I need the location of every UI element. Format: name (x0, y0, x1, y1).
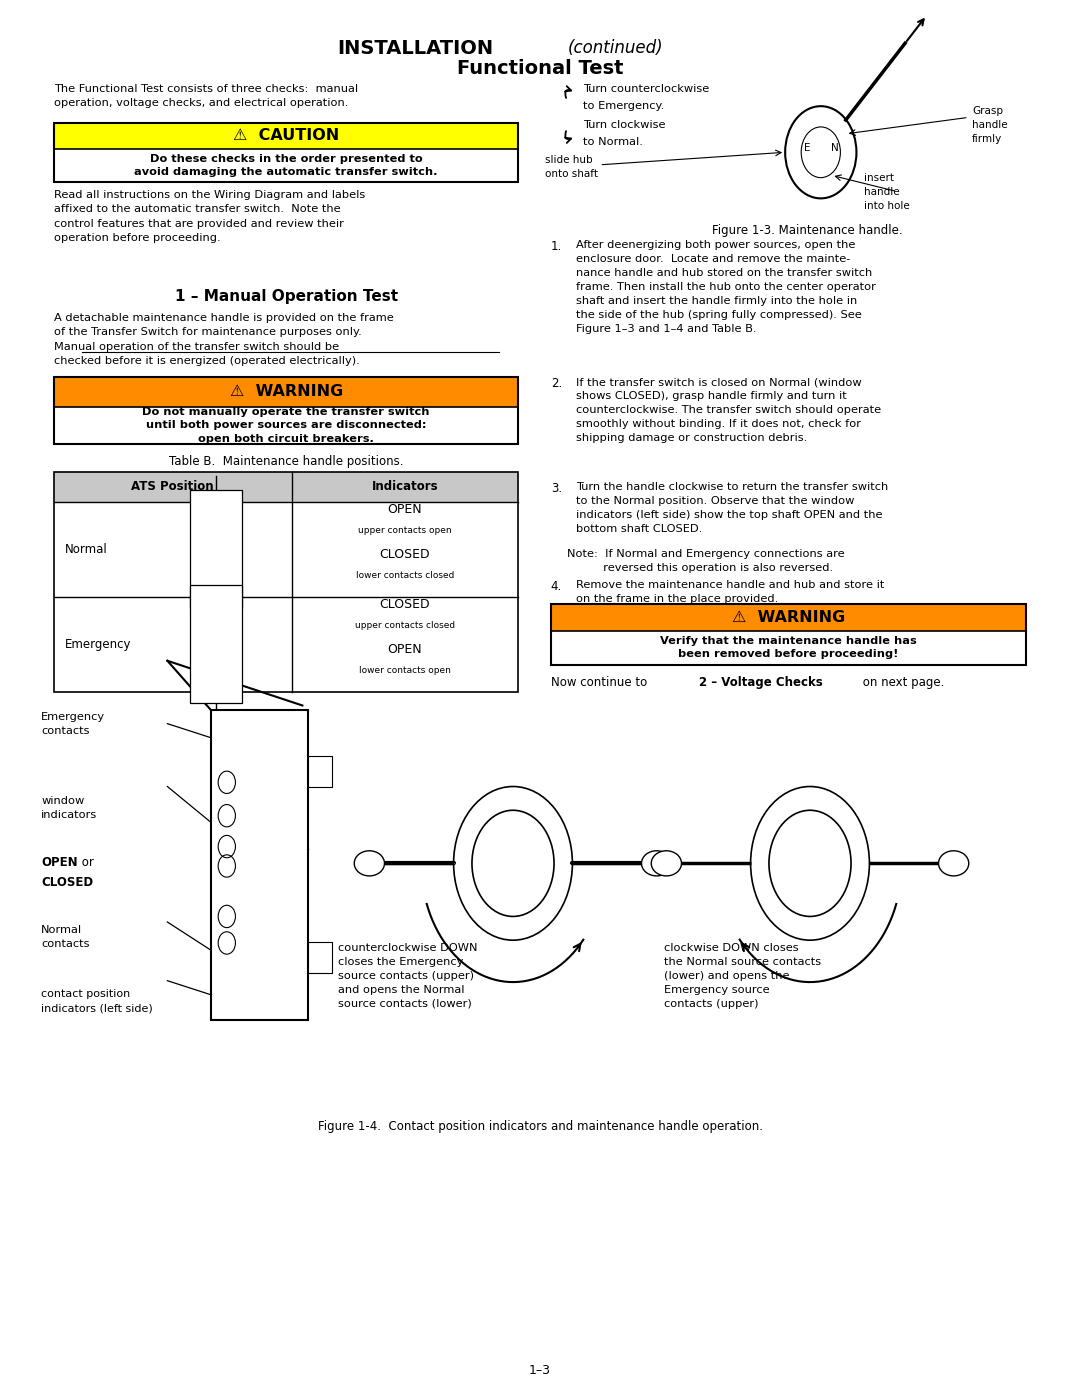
Text: ⚠  WARNING: ⚠ WARNING (230, 384, 342, 400)
Text: or: or (78, 856, 94, 869)
Text: CLOSED: CLOSED (380, 548, 430, 562)
Text: OPEN: OPEN (388, 643, 422, 657)
Text: N: N (194, 689, 202, 700)
Text: 3.: 3. (551, 482, 562, 495)
Bar (54, 377, 518, 407)
Text: Remove the maintenance handle and hub and store it
on the frame in the place pro: Remove the maintenance handle and hub an… (576, 580, 885, 604)
Text: CLOSED: CLOSED (41, 876, 93, 888)
Text: Normal: Normal (65, 542, 108, 556)
Text: ⚠  CAUTION: ⚠ CAUTION (233, 129, 339, 144)
Text: onto shaft: onto shaft (545, 169, 598, 179)
Text: Turn the handle clockwise to return the transfer switch
to the Normal position. : Turn the handle clockwise to return the … (576, 482, 888, 534)
Bar (190, 585, 242, 704)
Text: N: N (831, 142, 839, 154)
Text: E: E (194, 495, 201, 504)
Text: 1.: 1. (551, 240, 562, 253)
Bar (190, 490, 242, 609)
Text: Emergency
contacts: Emergency contacts (41, 712, 105, 736)
Text: 1–3: 1–3 (529, 1365, 551, 1377)
Circle shape (472, 810, 554, 916)
Text: Figure 1-4.  Contact position indicators and maintenance handle operation.: Figure 1-4. Contact position indicators … (318, 1120, 762, 1133)
Text: After deenergizing both power sources, open the
enclosure door.  Locate and remo: After deenergizing both power sources, o… (576, 240, 876, 334)
Text: Indicators: Indicators (372, 481, 438, 493)
Bar (54, 407, 518, 444)
Text: (continued): (continued) (568, 39, 663, 57)
Text: window
indicators: window indicators (41, 796, 97, 820)
Text: ⚠  WARNING: ⚠ WARNING (732, 609, 845, 624)
Text: 4.: 4. (551, 580, 562, 592)
Text: slide hub: slide hub (545, 155, 593, 165)
Bar (551, 604, 1026, 630)
Text: clockwise DOWN closes
the Normal source contacts
(lower) and opens the
Emergency: clockwise DOWN closes the Normal source … (664, 943, 821, 1009)
Text: Normal
contacts: Normal contacts (41, 925, 90, 949)
Text: The Functional Test consists of three checks:  manual
operation, voltage checks,: The Functional Test consists of three ch… (54, 84, 359, 108)
Text: Turn counterclockwise: Turn counterclockwise (583, 84, 710, 94)
Text: handle: handle (972, 120, 1008, 130)
Bar (551, 604, 1026, 665)
Bar (211, 710, 308, 1020)
Ellipse shape (651, 851, 681, 876)
Text: OPEN: OPEN (388, 503, 422, 517)
Circle shape (769, 810, 851, 916)
Text: counterclockwise DOWN
closes the Emergency
source contacts (upper)
and opens the: counterclockwise DOWN closes the Emergen… (338, 943, 477, 1009)
Text: N: N (515, 858, 524, 869)
Text: Read all instructions on the Wiring Diagram and labels
affixed to the automatic : Read all instructions on the Wiring Diag… (54, 190, 365, 243)
Text: insert: insert (864, 173, 894, 183)
Text: Functional Test: Functional Test (457, 59, 623, 78)
Bar (54, 472, 518, 692)
Text: N: N (194, 594, 202, 604)
Text: upper contacts closed: upper contacts closed (355, 622, 455, 630)
Text: upper contacts open: upper contacts open (359, 527, 451, 535)
Bar (54, 148, 518, 182)
Text: to Normal.: to Normal. (583, 137, 643, 147)
Bar (551, 630, 1026, 665)
Text: 1 – Manual Operation Test: 1 – Manual Operation Test (175, 289, 397, 305)
Text: OPEN: OPEN (312, 956, 327, 960)
Text: lower contacts open: lower contacts open (359, 666, 451, 675)
Text: Verify that the maintenance handle has
been removed before proceeding!: Verify that the maintenance handle has b… (660, 636, 917, 659)
Text: to Emergency.: to Emergency. (583, 101, 664, 110)
Text: E: E (801, 858, 808, 869)
Text: CLOSED: CLOSED (309, 770, 330, 774)
Text: A detachable maintenance handle is provided on the frame
of the Transfer Switch : A detachable maintenance handle is provi… (54, 313, 394, 366)
Text: Emergency: Emergency (65, 637, 132, 651)
Bar (308, 943, 332, 974)
Text: Now continue to: Now continue to (551, 676, 651, 689)
Bar (54, 472, 518, 502)
Text: lower contacts closed: lower contacts closed (355, 571, 455, 580)
Text: OPEN: OPEN (41, 856, 78, 869)
Ellipse shape (939, 851, 969, 876)
Text: Figure 1-3. Maintenance handle.: Figure 1-3. Maintenance handle. (712, 224, 903, 236)
Ellipse shape (642, 851, 672, 876)
Bar (54, 123, 518, 148)
Text: Turn clockwise: Turn clockwise (583, 120, 665, 130)
Text: Grasp: Grasp (972, 106, 1003, 116)
Text: handle: handle (864, 187, 900, 197)
Text: ATS Position: ATS Position (132, 481, 214, 493)
Text: Do not manually operate the transfer switch
until both power sources are disconn: Do not manually operate the transfer swi… (143, 408, 430, 444)
Bar (54, 123, 518, 182)
Text: contact position
indicators (left side): contact position indicators (left side) (41, 989, 152, 1013)
Bar (54, 377, 518, 444)
Ellipse shape (354, 851, 384, 876)
Text: 2 – Voltage Checks: 2 – Voltage Checks (699, 676, 823, 689)
Text: firmly: firmly (972, 134, 1002, 144)
Text: CLOSED: CLOSED (380, 598, 430, 612)
Text: Do these checks in the order presented to
avoid damaging the automatic transfer : Do these checks in the order presented t… (134, 154, 438, 177)
Text: Note:  If Normal and Emergency connections are
          reversed this operation: Note: If Normal and Emergency connection… (567, 549, 845, 573)
Text: E: E (804, 142, 810, 154)
Text: E: E (194, 590, 201, 599)
Text: on next page.: on next page. (859, 676, 944, 689)
Text: INSTALLATION: INSTALLATION (338, 39, 494, 59)
Text: If the transfer switch is closed on Normal (window
shows CLOSED), grasp handle f: If the transfer switch is closed on Norm… (576, 377, 881, 443)
Bar (308, 756, 332, 787)
Text: 2.: 2. (551, 377, 562, 390)
Text: into hole: into hole (864, 201, 909, 211)
Text: Table B.  Maintenance handle positions.: Table B. Maintenance handle positions. (168, 455, 404, 468)
